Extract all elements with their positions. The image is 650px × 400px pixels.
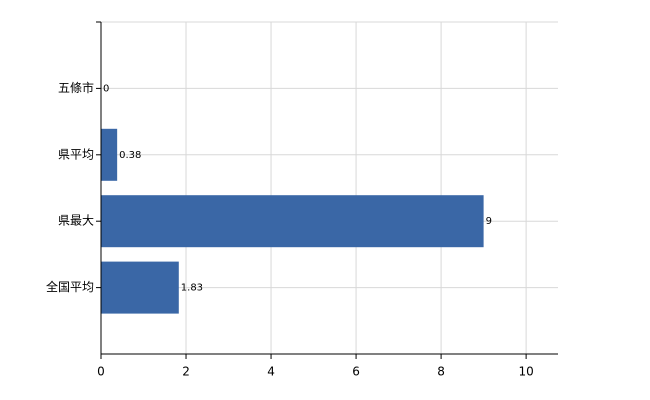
y-tick-label: 全国平均 [46,279,94,294]
y-tick-label: 五條市 [58,80,94,95]
x-tick-label: 0 [97,365,105,379]
y-tick-label: 県最大 [58,214,94,228]
x-tick-label: 4 [267,365,275,379]
x-tick-label: 6 [352,365,360,379]
data-label: 9 [486,216,492,227]
x-tick-label: 2 [182,365,190,379]
bar [101,128,118,181]
data-label: 1.83 [181,283,203,294]
bar [101,195,484,248]
bar [101,261,179,314]
y-tick-label: 県平均 [58,147,94,161]
data-label: 0.38 [119,150,141,161]
x-tick-label: 8 [437,365,445,379]
data-label: 0 [103,83,109,94]
x-tick-label: 10 [518,365,533,379]
